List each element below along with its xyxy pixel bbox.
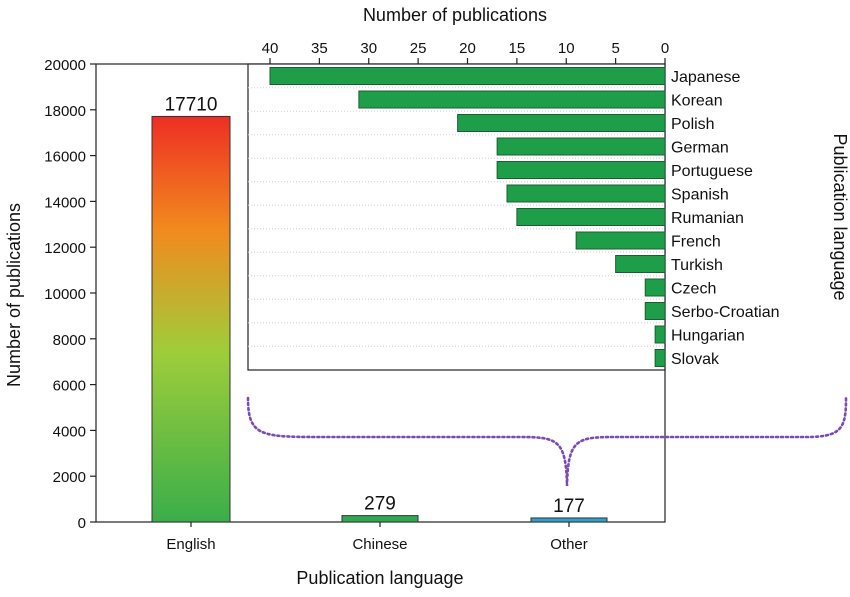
inset-category-label: Czech <box>671 281 716 298</box>
inset-x-tick-label: 10 <box>558 40 575 57</box>
inset-category-label: Spanish <box>671 187 729 204</box>
inset-bar-hungarian <box>654 325 666 344</box>
inset-bar-slovak <box>654 349 666 367</box>
main-y-tick-label: 14000 <box>44 194 86 211</box>
main-y-tick-label: 8000 <box>53 332 86 349</box>
inset-bar-french <box>575 231 666 250</box>
inset-bar-polish <box>457 114 666 132</box>
main-bar-value-label: 279 <box>364 494 396 515</box>
inset-bar-spanish <box>506 184 666 203</box>
inset-bar-czech <box>644 278 666 297</box>
inset-x-tick-label: 25 <box>410 40 427 57</box>
inset-category-label: Japanese <box>671 69 740 86</box>
inset-category-label: Polish <box>671 116 715 133</box>
inset-category-label: Rumanian <box>671 210 744 227</box>
inset-bar-portuguese <box>496 161 666 179</box>
main-y-tick-label: 4000 <box>53 423 86 440</box>
inset-horizontal-bar-chart: Number of publications Publication langu… <box>247 5 850 371</box>
inset-y-axis-label: Publication language <box>830 133 850 300</box>
inset-x-tick-label: 40 <box>262 40 279 57</box>
inset-category-label: Slovak <box>671 351 720 368</box>
main-x-tick-label: Chinese <box>352 536 407 553</box>
main-bar-value-label: 17710 <box>165 94 218 115</box>
inset-category-label: German <box>671 140 729 157</box>
main-bar-english <box>151 115 231 523</box>
inset-bar-serbo-croatian <box>644 302 666 320</box>
inset-x-tick-label: 35 <box>311 40 328 57</box>
inset-category-label: Turkish <box>671 257 723 274</box>
main-y-tick-label: 16000 <box>44 149 86 166</box>
inset-x-tick-label: 5 <box>611 40 619 57</box>
inset-category-label: French <box>671 234 721 251</box>
inset-category-label: Korean <box>671 93 723 110</box>
inset-x-tick-label: 30 <box>360 40 377 57</box>
main-y-tick-label: 6000 <box>53 378 86 395</box>
inset-bar-turkish <box>615 255 666 273</box>
inset-x-axis-label: Number of publications <box>363 5 547 25</box>
main-bar-value-label: 177 <box>553 496 585 517</box>
grouping-brace <box>246 396 848 487</box>
inset-x-tick-label: 20 <box>459 40 476 57</box>
inset-bar-korean <box>358 90 666 109</box>
inset-category-label: Hungarian <box>671 328 745 345</box>
inset-x-tick-label: 15 <box>509 40 526 57</box>
inset-x-tick-label: 0 <box>661 40 669 57</box>
main-y-tick-label: 12000 <box>44 240 86 257</box>
main-x-tick-label: English <box>166 536 215 553</box>
main-bar-other <box>530 517 608 523</box>
main-y-axis-label: Number of publications <box>4 203 24 387</box>
inset-category-label: Portuguese <box>671 163 753 180</box>
main-y-tick-label: 0 <box>78 515 86 532</box>
main-x-tick-label: Other <box>550 536 588 553</box>
main-y-tick-label: 18000 <box>44 103 86 120</box>
inset-bar-german <box>496 137 666 156</box>
main-x-axis-label: Publication language <box>296 568 463 588</box>
main-y-tick-label: 2000 <box>53 469 86 486</box>
inset-category-label: Serbo-Croatian <box>671 304 780 321</box>
main-bar-chart: Number of publications Publication langu… <box>4 57 848 588</box>
inset-bar-rumanian <box>516 208 666 226</box>
main-y-tick-label: 10000 <box>44 286 86 303</box>
main-bar-chinese <box>341 515 419 523</box>
main-y-tick-label: 20000 <box>44 57 86 74</box>
inset-bar-japanese <box>269 67 666 85</box>
